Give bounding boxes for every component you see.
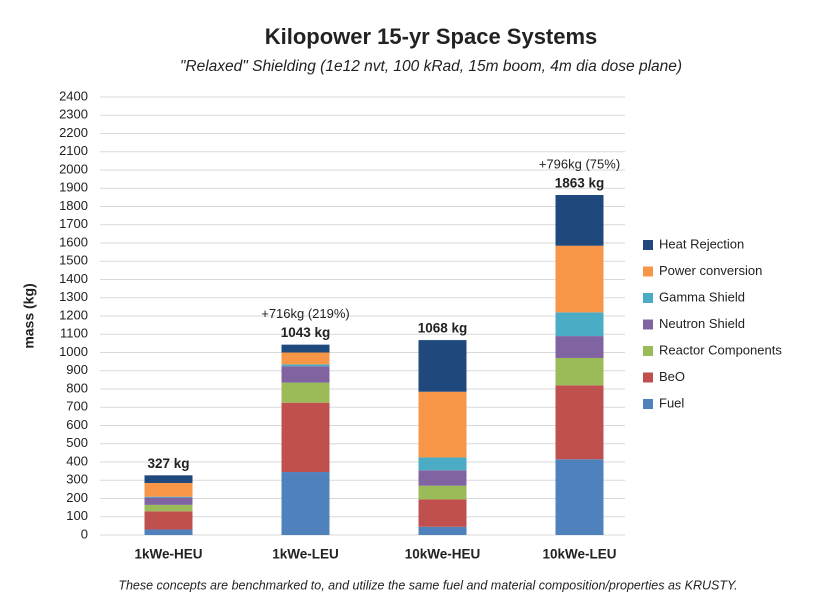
y-tick-label: 400 [66,453,88,468]
legend-label: Gamma Shield [659,289,745,304]
y-tick-label: 500 [66,435,88,450]
y-tick-label: 1200 [59,307,88,322]
y-tick-label: 100 [66,508,88,523]
chart-title: Kilopower 15-yr Space Systems [265,24,598,49]
y-tick-label: 700 [66,399,88,414]
y-tick-label: 1100 [60,326,88,341]
bar-segment [555,195,604,246]
legend-swatch [643,346,653,356]
x-tick-label: 10kWe-LEU [542,547,616,562]
bar-segment [281,382,330,403]
y-tick-label: 1600 [59,234,88,249]
bar-segment [418,391,467,458]
bar-segment [418,340,467,392]
legend-swatch [643,372,653,383]
y-tick-label: 1500 [59,253,88,268]
bar-segment [144,511,193,530]
x-tick-label: 1kWe-HEU [134,547,202,562]
y-tick-label: 600 [66,417,88,432]
y-tick-label: 2000 [59,161,88,176]
bar-segment [555,357,604,386]
y-tick-label: 300 [66,472,88,487]
y-tick-label: 1800 [59,198,88,213]
bar-segment [144,475,193,483]
x-tick-label: 1kWe-LEU [272,547,339,562]
legend-label: BeO [659,369,685,384]
bar-segment [281,344,330,353]
bar-segment [144,497,193,505]
bar-segment [418,485,467,500]
bar-segment [418,499,467,527]
legend-label: Heat Rejection [659,236,744,251]
y-tick-label: 2300 [59,107,88,122]
bar-segment [144,496,193,498]
legend-label: Fuel [659,395,684,410]
bar-segment [144,482,193,497]
y-tick-label: 800 [66,380,88,395]
legend-swatch [643,293,653,303]
y-tick-label: 1700 [59,216,88,231]
bar-segment [418,470,467,486]
y-tick-label: 200 [66,490,88,505]
chart-subtitle: "Relaxed" Shielding (1e12 nvt, 100 kRad,… [180,58,682,75]
y-tick-label: 2400 [59,88,88,103]
legend-swatch [643,319,653,330]
bar-segment [281,352,330,365]
y-tick-label: 1000 [59,344,88,359]
bar-segment [281,402,330,473]
legend-label: Power conversion [659,263,762,278]
y-tick-label: 2200 [59,125,88,140]
bar-segment [555,245,604,313]
bar-segment [555,336,604,358]
y-tick-label: 1900 [59,180,88,195]
legend-swatch [643,399,653,409]
x-tick-label: 10kWe-HEU [405,547,481,562]
total-label: 1068 kg [418,321,468,336]
bar-segment [418,457,467,471]
y-tick-label: 1300 [59,289,88,304]
y-tick-label: 2100 [59,143,88,158]
y-axis-label: mass (kg) [21,283,37,348]
increase-label: +796kg (75%) [539,156,620,171]
bar-segment [144,529,193,535]
bar-segment [281,364,330,367]
total-label: 1863 kg [555,176,605,191]
bar-segment [281,366,330,383]
legend-swatch [643,266,653,277]
increase-label: +716kg (219%) [261,306,350,321]
y-tick-label: 900 [66,362,88,377]
y-tick-label: 1400 [59,271,88,286]
footnote: These concepts are benchmarked to, and u… [118,578,737,592]
legend-label: Neutron Shield [659,316,745,331]
total-label: 1043 kg [281,325,331,340]
y-tick-label: 0 [81,526,88,541]
bar-segment [555,459,604,535]
bar-segment [144,504,193,512]
legend-swatch [643,240,653,250]
bar-segment [418,526,467,535]
total-label: 327 kg [147,456,189,471]
bar-segment [281,472,330,535]
bar-segment [555,312,604,337]
bar-segment [555,385,604,460]
legend-label: Reactor Components [659,342,782,357]
